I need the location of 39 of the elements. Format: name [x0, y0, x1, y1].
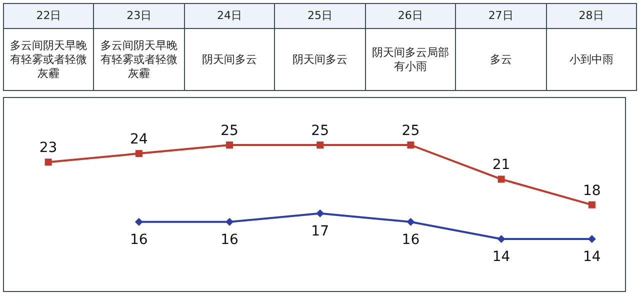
data-label: 25	[220, 123, 238, 139]
text: 多云	[456, 28, 546, 90]
data-label: 16	[220, 232, 238, 248]
x-tick-label: 25日	[274, 4, 366, 28]
text: 多云间阴天早晚有轻雾或者轻微灰霾	[94, 28, 184, 90]
data-label: 14	[492, 249, 510, 265]
data-label: 25	[402, 123, 420, 139]
data-label: 14	[582, 249, 601, 265]
text: 阴天间多云	[274, 28, 366, 90]
data-label: 25	[311, 123, 330, 139]
point	[316, 142, 324, 148]
x-tick-label: 26日	[365, 4, 456, 28]
data-label: 18	[582, 182, 601, 199]
data-label: 24	[130, 132, 148, 148]
text: 阴天间多云局部有小雨	[365, 28, 456, 90]
point	[44, 158, 52, 166]
text: 多云间阴天早晚有轻雾或者轻微灰霾	[4, 28, 94, 90]
data-label: 23	[39, 140, 58, 156]
x-tick-label: 22日	[4, 4, 94, 28]
point	[135, 150, 142, 158]
point	[226, 142, 233, 148]
x-tick-label: 24日	[184, 4, 275, 28]
point	[588, 201, 596, 208]
point	[407, 142, 414, 148]
point	[406, 218, 415, 226]
point	[316, 209, 324, 218]
data-label: 21	[492, 157, 510, 174]
x-tick-label: 28日	[546, 4, 636, 28]
point	[134, 218, 143, 226]
point	[497, 235, 506, 243]
data-label: 16	[402, 232, 420, 248]
x-tick-label: 23日	[94, 4, 184, 28]
data-label: 17	[311, 223, 330, 240]
data-label: 16	[130, 232, 148, 248]
text: 阴天间多云	[184, 28, 275, 90]
text: 小到中雨	[546, 28, 636, 90]
point	[498, 176, 505, 183]
x-tick-label: 27日	[456, 4, 546, 28]
point	[226, 218, 234, 226]
